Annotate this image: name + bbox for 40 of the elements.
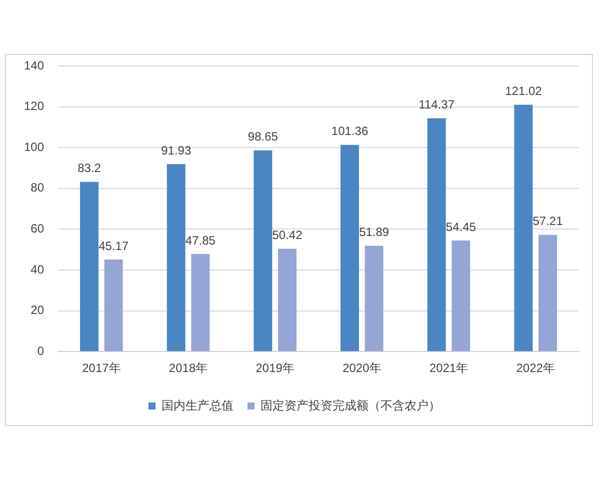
data-label: 47.85 bbox=[185, 233, 216, 248]
legend-label: 国内生产总值 bbox=[162, 398, 234, 412]
data-label: 54.45 bbox=[446, 220, 476, 234]
data-label: 101.36 bbox=[331, 124, 368, 138]
legend-label: 固定资产投资完成额（不含农户） bbox=[260, 398, 440, 412]
data-label: 121.02 bbox=[505, 84, 542, 98]
y-tick-label: 40 bbox=[30, 262, 44, 276]
bar bbox=[538, 234, 557, 352]
x-tick-label: 2017年 bbox=[82, 361, 121, 376]
data-label: 51.89 bbox=[359, 225, 390, 240]
bar bbox=[452, 240, 470, 352]
data-label: 91.93 bbox=[161, 143, 192, 158]
data-label: 50.42 bbox=[272, 228, 303, 242]
x-tick-label: 2021年 bbox=[429, 361, 468, 376]
data-label: 98.65 bbox=[248, 130, 278, 144]
bar bbox=[191, 254, 210, 352]
y-tick-label: 100 bbox=[24, 140, 44, 154]
bar bbox=[80, 182, 99, 352]
y-tick-label: 80 bbox=[30, 180, 44, 195]
x-tick-label: 2022年 bbox=[516, 361, 555, 376]
y-tick-label: 0 bbox=[37, 344, 44, 358]
bar bbox=[254, 150, 272, 352]
bar bbox=[514, 104, 533, 352]
bar bbox=[427, 118, 446, 352]
data-label: 83.2 bbox=[78, 161, 102, 176]
y-tick-label: 120 bbox=[24, 99, 44, 114]
x-tick-label: 2020年 bbox=[342, 361, 382, 376]
y-tick-label: 20 bbox=[30, 303, 44, 318]
bar bbox=[104, 259, 123, 352]
x-tick-label: 2019年 bbox=[256, 361, 294, 376]
bar bbox=[364, 246, 384, 352]
bar bbox=[166, 164, 186, 352]
y-tick-label: 140 bbox=[24, 58, 44, 72]
data-label: 57.21 bbox=[532, 214, 564, 228]
bar bbox=[278, 248, 296, 352]
data-label: 114.37 bbox=[418, 98, 455, 112]
bar bbox=[340, 144, 360, 352]
x-tick-label: 2018年 bbox=[168, 361, 208, 376]
y-tick-label: 60 bbox=[30, 222, 44, 236]
data-label: 45.17 bbox=[98, 238, 129, 253]
